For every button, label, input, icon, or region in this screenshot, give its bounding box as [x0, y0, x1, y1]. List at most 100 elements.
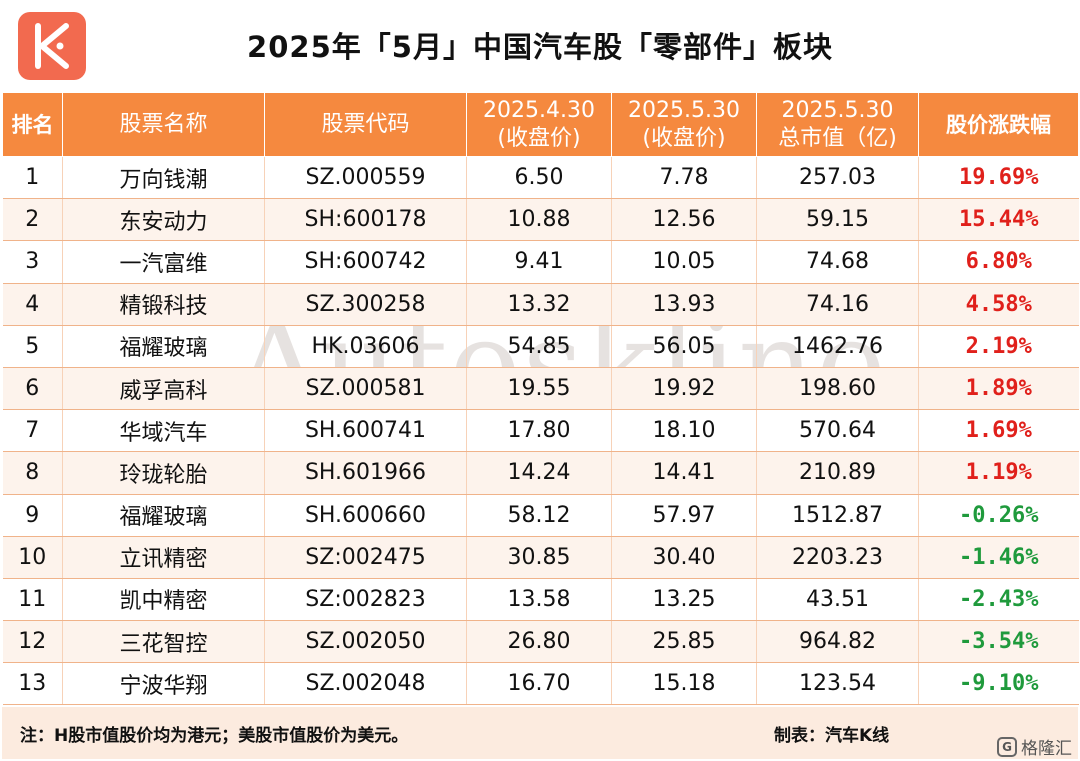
cell-market-cap: 570.64 [756, 409, 919, 453]
cell-market-cap: 1512.87 [756, 494, 919, 537]
cell-market-cap: 74.68 [756, 240, 919, 284]
page-title: 2025年「5月」中国汽车股「零部件」板块 [247, 30, 833, 64]
cell-name: 福耀玻璃 [62, 325, 265, 368]
cell-code: SZ.002050 [264, 620, 467, 664]
cell-close-may: 56.05 [611, 325, 757, 368]
k-logo-icon [18, 12, 86, 80]
cell-market-cap: 59.15 [756, 198, 919, 242]
cell-close-may: 18.10 [611, 409, 757, 453]
footer-bar: 注：H股市值股价均为港元；美股市值股价为美元。 制表：汽车K线 [2, 707, 1078, 759]
cell-code: SH:600742 [264, 240, 467, 284]
cell-close-may: 13.25 [611, 578, 757, 622]
cell-close-may: 7.78 [611, 156, 757, 200]
cell-close-apr: 14.24 [466, 451, 612, 495]
table-row: 1 万向钱潮 SZ.000559 6.50 7.78 257.03 19.69% [2, 156, 1079, 200]
cell-market-cap: 198.60 [756, 367, 919, 411]
cell-code: SH.600660 [264, 494, 467, 537]
cell-market-cap: 123.54 [756, 662, 919, 706]
cell-change: -3.54% [918, 620, 1079, 664]
cell-market-cap: 964.82 [756, 620, 919, 664]
cell-change: -2.43% [918, 578, 1079, 622]
cell-market-cap: 257.03 [756, 156, 919, 200]
cell-change: -1.46% [918, 536, 1079, 579]
cell-close-apr: 58.12 [466, 494, 612, 537]
table-row: 6 威孚高科 SZ.000581 19.55 19.92 198.60 1.89% [2, 367, 1079, 411]
table-row: 13 宁波华翔 SZ.002048 16.70 15.18 123.54 -9.10% [2, 662, 1079, 706]
cell-rank: 6 [2, 367, 63, 411]
cell-code: SZ.000559 [264, 156, 467, 200]
cell-market-cap: 2203.23 [756, 536, 919, 579]
cell-change: 4.58% [918, 283, 1079, 326]
cell-close-apr: 13.58 [466, 578, 612, 622]
cell-change: -9.10% [918, 662, 1079, 706]
cell-close-apr: 16.70 [466, 662, 612, 706]
cell-name: 宁波华翔 [62, 662, 265, 706]
cell-rank: 11 [2, 578, 63, 622]
cell-close-apr: 30.85 [466, 536, 612, 579]
cell-change: 1.19% [918, 451, 1079, 495]
table-row: 10 立讯精密 SZ:002475 30.85 30.40 2203.23 -1.46% [2, 536, 1079, 579]
cell-rank: 4 [2, 283, 63, 326]
header-rank: 排名 [2, 92, 63, 157]
cell-close-may: 13.93 [611, 283, 757, 326]
table-row: 2 东安动力 SH:600178 10.88 12.56 59.15 15.44% [2, 198, 1079, 242]
cell-close-may: 12.56 [611, 198, 757, 242]
cell-close-may: 10.05 [611, 240, 757, 284]
cell-rank: 2 [2, 198, 63, 242]
cell-rank: 3 [2, 240, 63, 284]
cell-close-may: 19.92 [611, 367, 757, 411]
cell-close-may: 30.40 [611, 536, 757, 579]
table-row: 3 一汽富维 SH:600742 9.41 10.05 74.68 6.80% [2, 240, 1079, 284]
cell-name: 华域汽车 [62, 409, 265, 453]
cell-code: SZ.002048 [264, 662, 467, 706]
cell-close-may: 14.41 [611, 451, 757, 495]
table-row: 8 玲珑轮胎 SH.601966 14.24 14.41 210.89 1.19% [2, 451, 1079, 495]
table-row: 12 三花智控 SZ.002050 26.80 25.85 964.82 -3.54% [2, 620, 1079, 664]
header-code: 股票代码 [264, 92, 467, 157]
header-name: 股票名称 [62, 92, 265, 157]
cell-name: 精锻科技 [62, 283, 265, 326]
footer-note: 注：H股市值股价均为港元；美股市值股价为美元。 [20, 725, 409, 746]
cell-rank: 13 [2, 662, 63, 706]
cell-change: 15.44% [918, 198, 1079, 242]
cell-name: 凯中精密 [62, 578, 265, 622]
cell-rank: 1 [2, 156, 63, 200]
cell-name: 三花智控 [62, 620, 265, 664]
cell-code: SZ.000581 [264, 367, 467, 411]
header-close-apr: 2025.4.30 (收盘价) [466, 92, 612, 157]
table-row: 9 福耀玻璃 SH.600660 58.12 57.97 1512.87 -0.26% [2, 494, 1079, 537]
cell-change: 1.69% [918, 409, 1079, 453]
table-row: 4 精锻科技 SZ.300258 13.32 13.93 74.16 4.58% [2, 283, 1079, 326]
cell-market-cap: 43.51 [756, 578, 919, 622]
cell-close-apr: 19.55 [466, 367, 612, 411]
cell-rank: 7 [2, 409, 63, 453]
cell-change: 19.69% [918, 156, 1079, 200]
cell-code: SZ:002475 [264, 536, 467, 579]
cell-name: 东安动力 [62, 198, 265, 242]
cell-close-may: 57.97 [611, 494, 757, 537]
cell-market-cap: 210.89 [756, 451, 919, 495]
cell-code: SH.601966 [264, 451, 467, 495]
cell-market-cap: 1462.76 [756, 325, 919, 368]
table-row: 11 凯中精密 SZ:002823 13.58 13.25 43.51 -2.43% [2, 578, 1079, 622]
cell-code: SH.600741 [264, 409, 467, 453]
cell-close-apr: 6.50 [466, 156, 612, 200]
header-close-may: 2025.5.30 (收盘价) [611, 92, 757, 157]
footer-maker: 制表：汽车K线 [774, 725, 890, 746]
brand-icon: G [997, 736, 1017, 757]
cell-close-may: 15.18 [611, 662, 757, 706]
cell-code: HK.03606 [264, 325, 467, 368]
cell-name: 玲珑轮胎 [62, 451, 265, 495]
cell-close-apr: 17.80 [466, 409, 612, 453]
cell-code: SZ:002823 [264, 578, 467, 622]
table-row: 7 华域汽车 SH.600741 17.80 18.10 570.64 1.69% [2, 409, 1079, 453]
header-change: 股价涨跌幅 [918, 92, 1079, 157]
cell-name: 福耀玻璃 [62, 494, 265, 537]
table-header-row: 排名 股票名称 股票代码 2025.4.30 (收盘价) 2025.5.30 (收盘… [2, 92, 1079, 157]
cell-close-apr: 54.85 [466, 325, 612, 368]
cell-close-may: 25.85 [611, 620, 757, 664]
cell-rank: 5 [2, 325, 63, 368]
cell-change: 2.19% [918, 325, 1079, 368]
cell-code: SH:600178 [264, 198, 467, 242]
cell-change: -0.26% [918, 494, 1079, 537]
